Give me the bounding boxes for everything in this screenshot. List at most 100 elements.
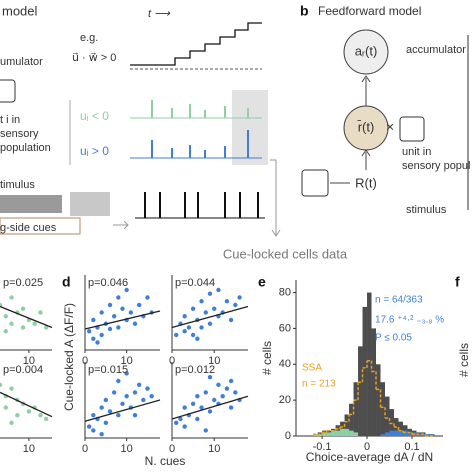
bar <box>398 430 403 436</box>
fit-line <box>0 305 53 329</box>
x-tick-label: 10 <box>23 355 35 367</box>
x-tick-label: 10 <box>121 355 133 367</box>
bar <box>407 432 412 436</box>
point <box>182 405 187 410</box>
point <box>212 306 217 311</box>
bar <box>385 432 390 436</box>
bar <box>416 434 421 436</box>
point <box>99 405 104 410</box>
x-axis-label: Choice-average dA / dN <box>306 450 433 464</box>
bar <box>380 382 386 436</box>
point <box>149 394 154 399</box>
point <box>86 329 92 334</box>
subplot-title: p=0.004 <box>3 364 43 376</box>
staircase <box>130 22 262 66</box>
label: unit in <box>402 146 431 158</box>
point <box>103 420 109 425</box>
label: t ⟶ <box>148 8 171 20</box>
point <box>20 325 26 330</box>
point <box>228 405 234 410</box>
subplot-title: p=0.046 <box>88 277 128 289</box>
point <box>107 326 113 332</box>
dice <box>0 79 16 103</box>
label: u⃗ · w⃗ > 0 <box>72 52 116 64</box>
point <box>107 302 113 308</box>
x-tick-label: 0 <box>364 441 370 453</box>
bar <box>380 434 386 436</box>
point <box>99 332 104 338</box>
bar <box>340 428 345 436</box>
annotation: n = 213 <box>302 379 336 390</box>
y-axis-label: Cue-locked A (ΔF/F) <box>62 303 76 411</box>
point <box>86 424 92 429</box>
annotation: P ≤ 0.05 <box>375 333 412 344</box>
x-tick-label: 0 <box>82 355 88 367</box>
point <box>44 325 49 330</box>
point <box>178 416 183 422</box>
bar <box>353 382 359 436</box>
point <box>116 413 121 418</box>
bar <box>358 346 363 436</box>
dice <box>301 169 329 197</box>
bar <box>425 434 430 436</box>
point <box>111 314 117 319</box>
point <box>190 401 196 406</box>
bar <box>385 396 390 436</box>
point <box>186 325 192 330</box>
label: t i in <box>0 114 20 126</box>
point <box>237 295 242 300</box>
point <box>120 401 125 406</box>
point <box>145 295 150 300</box>
bar <box>429 434 435 436</box>
x-tick-label: 0.1 <box>404 441 419 453</box>
bar <box>402 430 408 436</box>
point <box>174 420 179 425</box>
bar <box>331 430 336 436</box>
panel-title: Feedforward model <box>318 4 421 18</box>
point <box>124 371 129 376</box>
label: timulus <box>0 179 35 191</box>
fit-line <box>171 305 249 329</box>
point <box>136 302 142 308</box>
point <box>91 336 96 341</box>
panel-letter: b <box>300 3 309 19</box>
point <box>3 329 8 334</box>
x-tick-label: 10 <box>23 443 35 455</box>
dice <box>399 116 425 142</box>
label: uᵢ < 0 <box>80 109 109 123</box>
point <box>26 409 32 414</box>
highlight <box>232 90 268 165</box>
node-label: aᵣ(t) <box>355 43 378 58</box>
arrow <box>361 75 371 106</box>
point <box>195 336 200 341</box>
y-axis-label: # cells <box>457 343 471 377</box>
arrow <box>270 159 281 237</box>
x-tick-label: 0 <box>82 443 88 455</box>
point <box>95 340 100 345</box>
fit-line <box>0 391 53 418</box>
bar <box>371 328 377 436</box>
bar <box>317 434 323 436</box>
box <box>0 217 81 235</box>
panel-letter: d <box>62 274 71 290</box>
label: Cue-locked cells data <box>223 246 348 261</box>
point <box>207 409 213 414</box>
point <box>182 329 187 334</box>
annotation: n = 64/363 <box>375 295 423 306</box>
annotation: 17.6 ⁺⁴·² ₋₃.₈ % <box>375 315 444 326</box>
bar <box>344 414 350 436</box>
point <box>207 375 213 380</box>
fit-line <box>171 395 249 420</box>
subplot-title: p=0.012 <box>175 364 215 376</box>
point <box>220 394 225 399</box>
y-tick-label: 80 <box>279 286 291 298</box>
point <box>107 409 113 414</box>
y-axis-label: # cells <box>260 341 274 375</box>
bar <box>367 292 372 436</box>
label: stimulus <box>406 204 447 216</box>
fit-line <box>84 399 161 422</box>
point <box>9 386 14 391</box>
label: umulator <box>0 56 43 68</box>
point <box>228 378 234 384</box>
point <box>91 428 96 433</box>
